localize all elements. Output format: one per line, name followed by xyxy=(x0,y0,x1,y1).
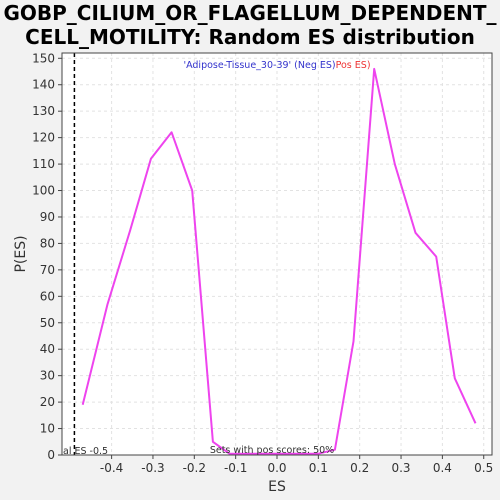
y-tick-label: 20 xyxy=(40,395,55,409)
x-tick-label: -0.1 xyxy=(224,461,247,475)
y-tick-label: 50 xyxy=(40,316,55,330)
y-tick-label: 80 xyxy=(40,236,55,250)
y-tick-label: 30 xyxy=(40,369,55,383)
x-tick-label: -0.4 xyxy=(100,461,123,475)
y-axis: 0 10 20 30 40 50 60 70 80 90 100 110 120 130 140 150 xyxy=(32,51,62,462)
series-line xyxy=(81,67,477,455)
marker-line-group: al ES -0.5 xyxy=(63,53,108,457)
x-tick-label: 0.2 xyxy=(350,461,369,475)
x-tick-label: 0.3 xyxy=(391,461,410,475)
y-tick-label: 150 xyxy=(32,51,55,65)
y-tick-label: 100 xyxy=(32,184,55,198)
y-tick-label: 70 xyxy=(40,263,55,277)
y-tick-label: 130 xyxy=(32,104,55,118)
y-tick-label: 0 xyxy=(47,448,55,462)
y-tick-label: 120 xyxy=(32,131,55,145)
legend-pos-label: Pos ES) xyxy=(336,60,371,71)
x-tick-label: 0.5 xyxy=(474,461,493,475)
x-axis: -0.4 -0.3 -0.2 -0.1 0.0 0.1 0.2 0.3 0.4 0.5 xyxy=(100,455,493,475)
marker-line-label: al ES -0.5 xyxy=(63,446,108,457)
y-tick-label: 10 xyxy=(40,422,55,436)
y-tick-label: 40 xyxy=(40,342,55,356)
x-axis-label: ES xyxy=(268,479,286,495)
x-tick-label: 0.1 xyxy=(309,461,328,475)
chart-title: GOBP_CILIUM_OR_FLAGELLUM_DEPENDENT_ CELL… xyxy=(0,1,500,49)
y-axis-label: P(ES) xyxy=(13,235,29,272)
chart-title-line-2: CELL_MOTILITY: Random ES distribution xyxy=(25,25,475,49)
legend-neg-label: 'Adipose-Tissue_30-39' (Neg ES) xyxy=(183,60,335,71)
y-tick-label: 110 xyxy=(32,157,55,171)
chart-title-line-1: GOBP_CILIUM_OR_FLAGELLUM_DEPENDENT_ xyxy=(3,1,497,25)
pos-scores-annotation: Sets with pos scores: 50% xyxy=(210,445,334,456)
y-tick-label: 90 xyxy=(40,210,55,224)
x-tick-label: -0.3 xyxy=(141,461,164,475)
x-tick-label: 0.0 xyxy=(267,461,286,475)
legend: 'Adipose-Tissue_30-39' (Neg ES)Pos ES) xyxy=(183,60,370,71)
x-tick-label: 0.4 xyxy=(433,461,452,475)
y-tick-label: 60 xyxy=(40,289,55,303)
y-tick-label: 140 xyxy=(32,78,55,92)
x-tick-label: -0.2 xyxy=(183,461,206,475)
